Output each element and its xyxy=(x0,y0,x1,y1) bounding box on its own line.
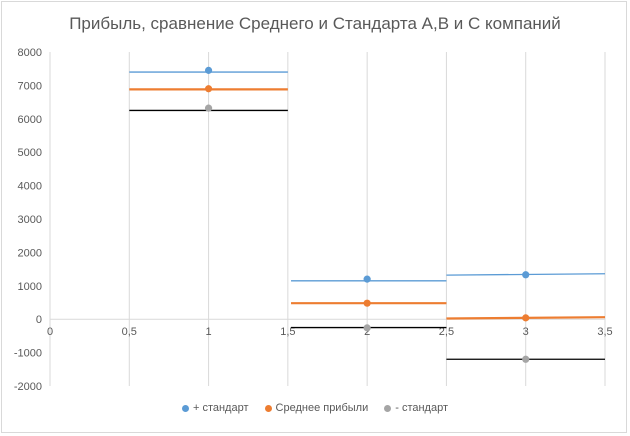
legend-marker xyxy=(264,404,272,412)
y-tick-label: 4000 xyxy=(18,181,42,193)
series-point xyxy=(522,355,530,363)
x-tick-label: 2,5 xyxy=(439,326,454,338)
legend-label: Среднее прибыли xyxy=(275,402,369,414)
chart-legend: + стандарт Среднее прибыли - стандарт xyxy=(0,402,630,414)
series-point xyxy=(204,104,213,112)
chart-title: Прибыль, сравнение Среднего и Стандарта … xyxy=(69,14,561,33)
legend-item: + стандарт xyxy=(181,402,249,414)
legend-marker xyxy=(181,404,189,412)
legend-label: + стандарт xyxy=(192,402,249,414)
x-tick-label: 0 xyxy=(47,326,53,338)
legend-label: - стандарт xyxy=(395,402,449,414)
x-tick-label: 0,5 xyxy=(122,326,137,338)
x-tick-label: 2 xyxy=(364,326,370,338)
y-tick-label: 7000 xyxy=(18,80,42,92)
y-tick-label: 0 xyxy=(36,314,42,326)
x-tick-label: 3,5 xyxy=(597,326,612,338)
legend-item: Среднее прибыли xyxy=(264,402,369,414)
x-tick-label: 3 xyxy=(523,326,529,338)
series-point xyxy=(522,271,530,279)
y-tick-label: 3000 xyxy=(18,214,42,226)
y-tick-label: -2000 xyxy=(14,381,42,393)
x-tick-label: 1 xyxy=(206,326,212,338)
series-point xyxy=(363,299,371,307)
y-tick-label: 6000 xyxy=(18,114,42,126)
y-tick-label: 8000 xyxy=(18,47,42,59)
y-tick-label: 2000 xyxy=(18,247,42,259)
y-tick-label: 5000 xyxy=(18,147,42,159)
series-point xyxy=(363,324,371,332)
legend-item: - стандарт xyxy=(384,402,448,414)
series-point xyxy=(522,314,530,322)
series-point xyxy=(204,85,213,93)
y-tick-label: -1000 xyxy=(14,348,42,360)
x-tick-label: 1,5 xyxy=(280,326,295,338)
y-tick-label: 1000 xyxy=(18,281,42,293)
legend-marker xyxy=(384,404,392,412)
series-point xyxy=(204,66,213,74)
series-point xyxy=(363,275,371,283)
